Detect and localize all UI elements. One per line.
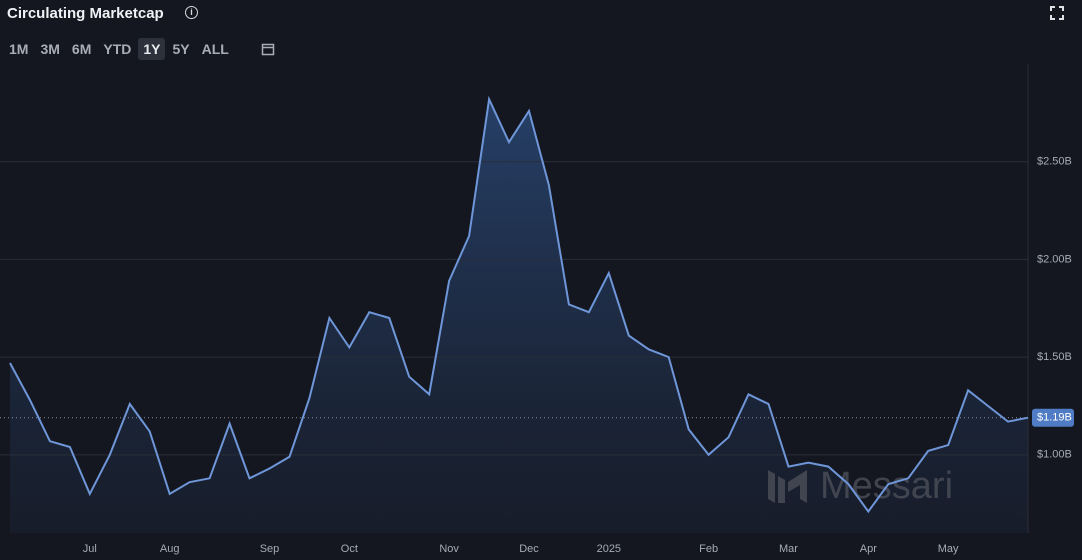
x-tick-label: Mar [779,543,798,555]
y-tick-label: $2.00B [1037,253,1072,265]
range-buttons: 1M 3M 6M YTD 1Y 5Y ALL [4,38,234,60]
x-tick-label: Feb [699,543,718,555]
y-tick-label: $1.50B [1037,351,1072,363]
title: Circulating Marketcap [7,5,164,22]
x-tick-label: May [938,543,959,555]
range-button[interactable]: 3M [40,41,60,57]
range-button[interactable]: 1M [9,41,29,57]
last-value-label: $1.19B [1037,412,1072,424]
x-tick-label: Jul [83,543,97,555]
last-value-badge [1032,408,1074,427]
x-tick-label: Dec [519,543,539,555]
info-icon[interactable]: i [185,6,198,19]
x-tick-label: Apr [860,543,877,555]
calendar-icon[interactable] [261,42,275,56]
range-button[interactable]: 6M [71,41,92,57]
range-button[interactable]: 5Y [172,41,190,57]
y-tick-label: $2.50B [1037,156,1072,168]
x-tick-label: Oct [341,543,358,555]
y-tick-label: $1.00B [1037,449,1072,461]
x-tick-label: Nov [439,543,459,555]
x-tick-label: Aug [160,543,180,555]
fullscreen-icon[interactable] [1050,6,1064,20]
watermark-logo [768,470,807,503]
area [10,99,1028,533]
range-button[interactable]: YTD [103,41,132,57]
x-tick-label: 2025 [597,543,621,555]
range-button[interactable]: 1Y [138,38,166,60]
line [9,95,1029,514]
range-button[interactable]: ALL [201,41,229,57]
x-tick-label: Sep [260,543,280,555]
